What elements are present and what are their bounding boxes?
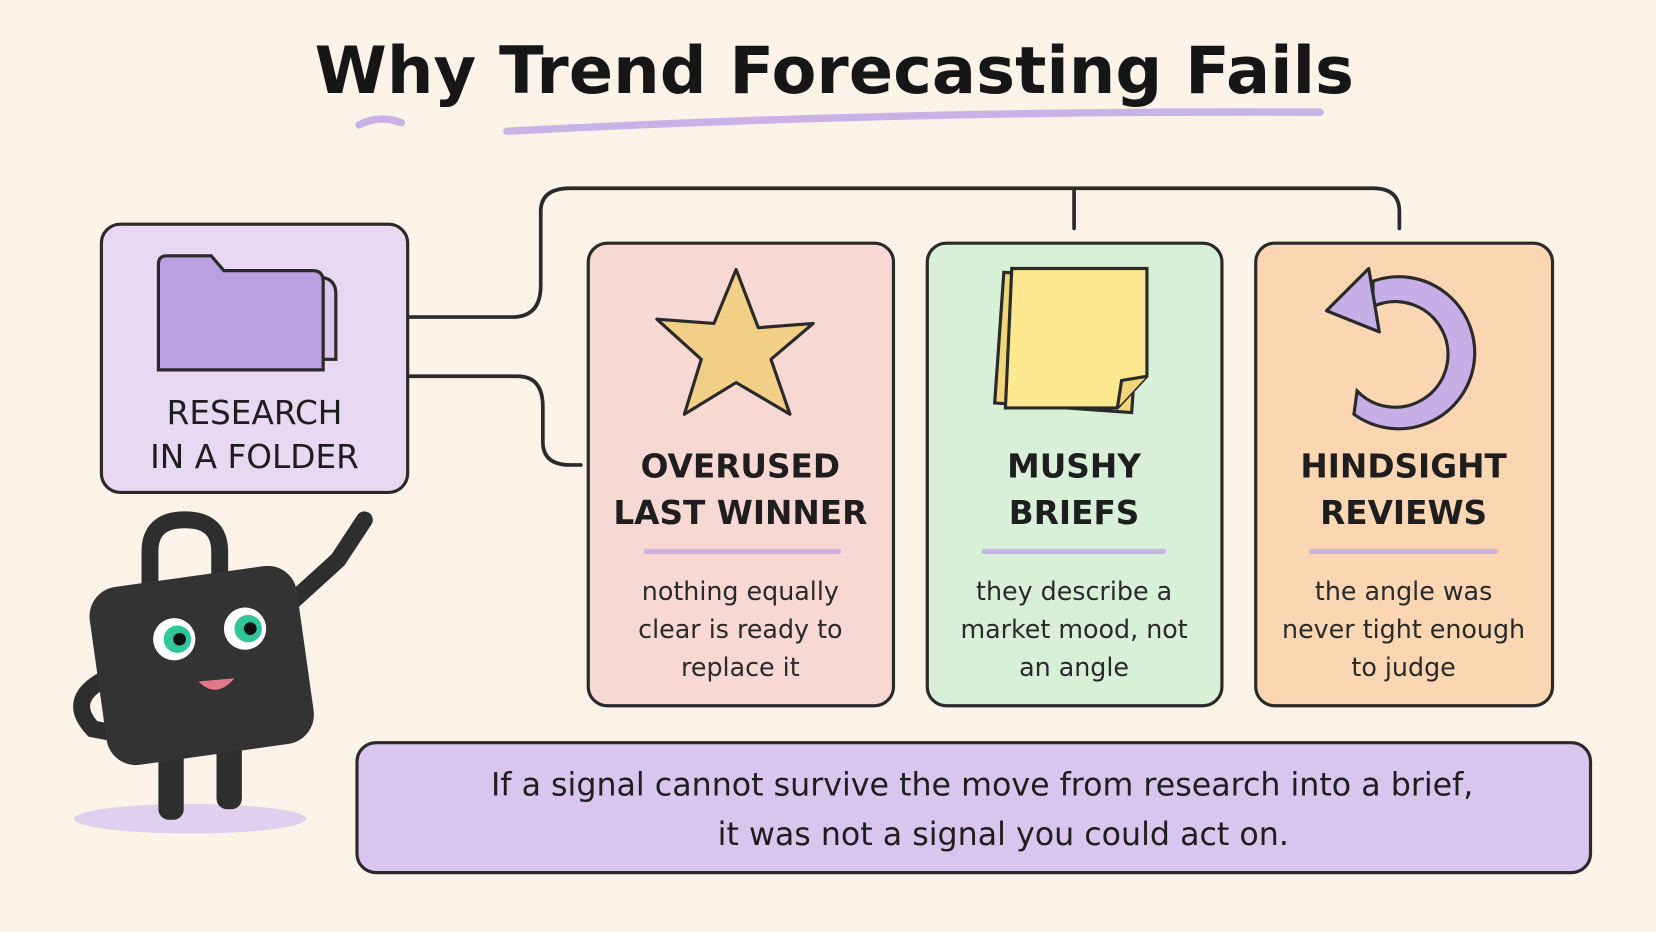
title-underline xyxy=(355,108,1324,135)
card-title: HINDSIGHT xyxy=(1300,448,1507,486)
card-title: LAST WINNER xyxy=(613,494,867,532)
footer-box xyxy=(355,741,1593,875)
card xyxy=(1254,241,1555,708)
card-text: they describe a xyxy=(976,576,1172,606)
card-text: never tight enough xyxy=(1282,614,1525,644)
card-title: REVIEWS xyxy=(1320,494,1487,532)
mascot xyxy=(73,511,373,834)
connector xyxy=(407,186,1402,319)
card-text: an angle xyxy=(1019,652,1129,682)
card-text: replace it xyxy=(681,652,800,682)
card-title: MUSHY xyxy=(1007,448,1142,486)
card-title: OVERUSED xyxy=(641,448,840,486)
note-icon xyxy=(993,266,1149,415)
source-label: RESEARCH xyxy=(167,394,343,432)
card-title: BRIEFS xyxy=(1009,494,1140,532)
card xyxy=(586,241,896,708)
source-label: IN A FOLDER xyxy=(150,438,359,476)
card-text: clear is ready to xyxy=(638,614,842,644)
card-text: market mood, not xyxy=(960,614,1187,644)
footer-text: If a signal cannot survive the move from… xyxy=(491,768,1473,804)
card-text: to judge xyxy=(1351,652,1455,682)
undo-icon xyxy=(1324,266,1477,431)
star-icon xyxy=(655,267,815,416)
card-text: nothing equally xyxy=(642,576,839,606)
title: Why Trend Forecasting Fails xyxy=(315,33,1354,109)
connector xyxy=(407,374,583,467)
folder-icon xyxy=(156,254,338,372)
footer-text: it was not a signal you could act on. xyxy=(718,817,1289,853)
card-text: the angle was xyxy=(1315,576,1492,606)
